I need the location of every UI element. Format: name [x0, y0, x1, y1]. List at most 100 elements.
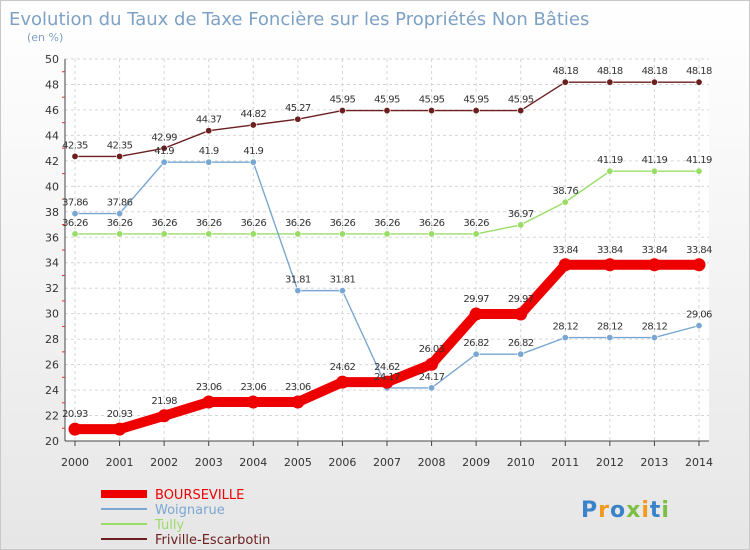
- x-tick-label: 2000: [61, 456, 89, 469]
- data-point: [514, 307, 528, 321]
- data-point: [116, 152, 124, 160]
- data-label: 28.12: [597, 322, 623, 333]
- x-tick-label: 2002: [150, 456, 178, 469]
- data-label: 36.26: [419, 218, 445, 229]
- data-point: [517, 350, 525, 358]
- data-label: 36.26: [62, 218, 88, 229]
- data-label: 41.19: [686, 155, 712, 166]
- x-tick-label: 2010: [507, 456, 535, 469]
- x-tick-label: 2011: [551, 456, 579, 469]
- x-tick-label: 2006: [328, 456, 356, 469]
- data-point: [695, 78, 703, 86]
- data-label: 36.26: [330, 218, 356, 229]
- data-label: 24.17: [419, 372, 445, 383]
- legend: BOURSEVILLEWoignarueTullyFriville-Escarb…: [101, 488, 270, 548]
- y-tick-label: 24: [45, 384, 59, 397]
- data-point: [606, 334, 614, 342]
- y-tick-label: 28: [45, 333, 59, 346]
- data-point: [294, 230, 302, 238]
- y-tick-label: 30: [45, 308, 59, 321]
- data-label: 31.81: [330, 275, 356, 286]
- data-label: 23.06: [240, 382, 266, 393]
- data-label: 29.06: [686, 310, 712, 321]
- data-point: [383, 107, 391, 115]
- data-point: [116, 230, 124, 238]
- data-point: [71, 230, 79, 238]
- data-label: 45.95: [330, 95, 356, 106]
- data-label: 41.9: [243, 146, 263, 157]
- data-point: [650, 78, 658, 86]
- data-label: 48.18: [597, 66, 623, 77]
- y-tick-label: 40: [45, 180, 59, 193]
- data-label: 41.19: [642, 155, 668, 166]
- chart-title: Evolution du Taux de Taxe Foncière sur l…: [9, 9, 589, 30]
- y-tick-label: 22: [45, 410, 59, 423]
- data-point: [428, 230, 436, 238]
- legend-label: Tully: [154, 518, 184, 533]
- data-point: [291, 395, 305, 409]
- y-tick-label: 46: [45, 104, 59, 117]
- data-label: 42.35: [62, 140, 88, 151]
- data-label: 36.26: [374, 218, 400, 229]
- data-point: [160, 144, 168, 152]
- data-point: [603, 258, 617, 272]
- data-label: 36.26: [240, 218, 266, 229]
- data-label: 45.95: [508, 95, 534, 106]
- data-point: [561, 198, 569, 206]
- data-point: [383, 230, 391, 238]
- data-point: [249, 121, 257, 129]
- y-tick-label: 36: [45, 231, 59, 244]
- data-point: [205, 127, 213, 135]
- data-point: [558, 258, 572, 272]
- y-tick-label: 32: [45, 282, 59, 295]
- data-point: [650, 167, 658, 175]
- data-point: [695, 322, 703, 330]
- axes: 20 22 24 26 28 30 32 34 36 38 40 42 44 46 48 50 2000 2001…: [45, 53, 713, 469]
- data-point: [650, 334, 658, 342]
- data-point: [606, 78, 614, 86]
- y-tick-label: 50: [45, 53, 59, 66]
- proxiti-logo: Proxiti: [581, 498, 670, 523]
- data-label: 45.27: [285, 103, 311, 114]
- data-point: [338, 107, 346, 115]
- data-label: 36.26: [463, 218, 489, 229]
- logo-letter: i: [661, 498, 670, 523]
- data-labels: 42.35 42.35 42.99 44.37 44.82 45.27 45.95 45.95…: [62, 66, 712, 420]
- data-label: 48.18: [552, 66, 578, 77]
- y-tick-label: 48: [45, 78, 59, 91]
- data-label: 29.97: [463, 294, 489, 305]
- logo-letter: o: [610, 498, 626, 523]
- data-label: 28.12: [552, 322, 578, 333]
- data-label: 42.99: [151, 132, 177, 143]
- data-point: [472, 107, 480, 115]
- data-point: [249, 158, 257, 166]
- data-label: 23.06: [196, 382, 222, 393]
- legend-label: Woignarue: [155, 503, 225, 518]
- data-point: [335, 375, 349, 389]
- data-point: [294, 287, 302, 295]
- x-tick-label: 2009: [462, 456, 490, 469]
- data-point: [561, 78, 569, 86]
- data-label: 48.18: [686, 66, 712, 77]
- data-label: 36.26: [151, 218, 177, 229]
- data-point: [517, 221, 525, 229]
- data-label: 33.84: [686, 245, 712, 256]
- data-point: [469, 307, 483, 321]
- y-tick-label: 34: [45, 257, 59, 270]
- data-label: 26.82: [463, 338, 489, 349]
- data-label: 28.12: [642, 322, 668, 333]
- data-label: 41.9: [199, 146, 219, 157]
- data-point: [205, 158, 213, 166]
- data-label: 41.19: [597, 155, 623, 166]
- data-label: 33.84: [597, 245, 623, 256]
- data-label: 45.95: [463, 95, 489, 106]
- x-tick-label: 2003: [195, 456, 223, 469]
- data-label: 21.98: [151, 396, 177, 407]
- data-label: 36.26: [285, 218, 311, 229]
- data-point: [380, 375, 394, 389]
- data-label: 48.18: [642, 66, 668, 77]
- data-label: 36.26: [196, 218, 222, 229]
- data-label: 26.82: [508, 338, 534, 349]
